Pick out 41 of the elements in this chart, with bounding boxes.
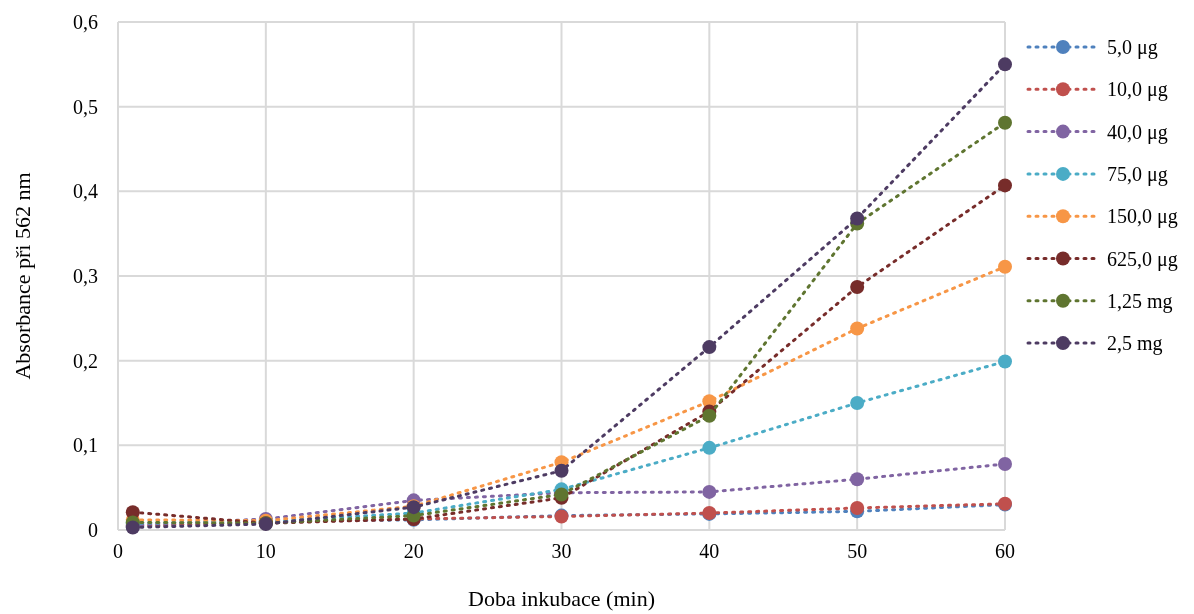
x-axis-title: Doba inkubace (min) [468,586,655,611]
legend-label: 5,0 μg [1107,36,1158,59]
y-axis-title: Absorbance při 562 nm [10,172,35,380]
legend-label: 2,5 mg [1107,332,1163,356]
point [998,259,1012,274]
point [850,321,865,336]
x-tick-label: 20 [403,540,424,562]
point [998,57,1012,72]
x-tick-label: 10 [255,540,276,562]
y-tick-label: 0,1 [73,434,98,457]
point [702,484,717,499]
legend-label: 10,0 μg [1107,78,1168,102]
legend-label: 75,0 μg [1107,162,1168,186]
y-tick-label: 0,6 [73,11,98,33]
point [702,340,717,355]
point [850,396,865,410]
point [850,280,865,295]
x-tick-label: 0 [113,540,123,562]
point [850,472,865,487]
point [998,354,1012,369]
y-tick-label: 0 [88,519,98,541]
point [702,408,717,423]
point [998,178,1012,193]
y-tick-label: 0,2 [73,349,98,372]
y-tick-label: 0,4 [73,180,98,203]
y-tick-label: 0,3 [73,265,98,287]
x-tick-label: 30 [551,540,572,562]
point [850,500,865,515]
x-tick-label: 50 [847,540,868,562]
legend-label: 1,25 mg [1107,289,1173,313]
legend-label: 150,0 μg [1107,205,1178,229]
x-tick-label: 60 [995,540,1015,562]
point [554,463,569,478]
legend-label: 40,0 μg [1107,120,1168,144]
point [998,456,1012,471]
legend-label: 625,0 μg [1107,247,1178,271]
point [702,440,717,455]
point [998,115,1012,130]
x-tick-label: 40 [699,540,720,562]
point [850,211,865,226]
y-tick-label: 0,5 [73,95,98,118]
